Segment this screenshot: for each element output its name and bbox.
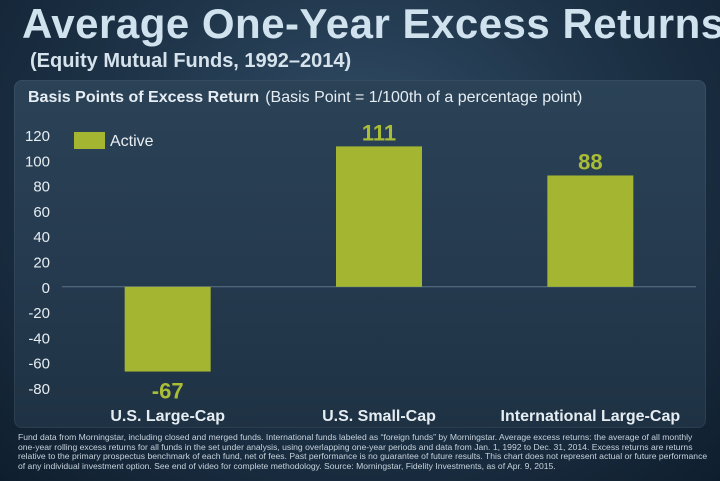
y-tick-label: 100 [25, 153, 50, 170]
data-label: 88 [578, 149, 602, 174]
bar-u-s-large-cap [124, 286, 211, 372]
chart-header-title: Basis Points of Excess Return [28, 89, 260, 106]
legend-swatch-active [74, 132, 105, 149]
footnote: Fund data from Morningstar, including cl… [18, 432, 708, 471]
page-subtitle: (Equity Mutual Funds, 1992–2014) [30, 50, 352, 72]
bars [124, 146, 634, 372]
y-tick-label: -80 [28, 381, 50, 398]
y-tick-label: -20 [28, 305, 50, 322]
bar-u-s-small-cap [336, 146, 422, 287]
y-tick-label: 120 [25, 128, 50, 145]
chart-header-note: (Basis Point = 1/100th of a percentage p… [265, 89, 583, 106]
data-label: -67 [152, 379, 184, 404]
y-tick-label: 0 [42, 280, 50, 297]
data-labels: -67 111 88 [152, 120, 603, 403]
x-category-label: International Large-Cap [501, 408, 681, 425]
y-tick-label: 80 [33, 179, 50, 196]
legend-label-active: Active [110, 133, 154, 150]
y-tick-label: -40 [28, 330, 50, 347]
y-tick-label: 20 [33, 255, 50, 272]
legend: Active [74, 132, 154, 150]
chart-header: Basis Points of Excess Return (Basis Poin… [28, 89, 582, 107]
y-axis: 120 100 80 60 40 20 0 -20 -40 -60 -80 [25, 128, 50, 398]
x-category-label: U.S. Large-Cap [110, 408, 225, 425]
y-tick-label: -60 [28, 356, 50, 373]
page-title: Average One-Year Excess Returns [22, 0, 720, 47]
y-tick-label: 60 [33, 204, 50, 221]
x-category-label: U.S. Small-Cap [322, 408, 436, 425]
data-label: 111 [362, 120, 396, 145]
x-axis: U.S. Large-Cap U.S. Small-Cap Internationa… [110, 408, 680, 425]
bar-international-large-cap [547, 175, 634, 287]
y-tick-label: 40 [33, 229, 50, 246]
